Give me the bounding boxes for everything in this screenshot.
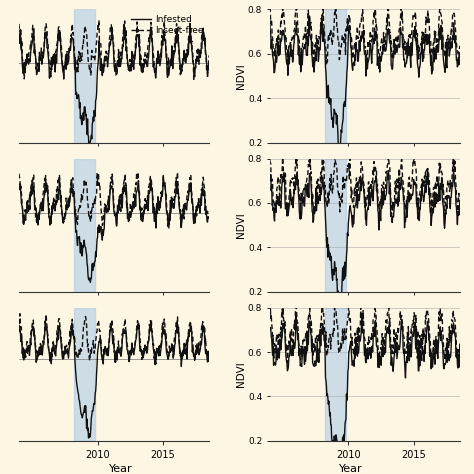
- Bar: [74, 9, 95, 143]
- Bar: [325, 159, 346, 292]
- Bar: [325, 308, 346, 441]
- Bar: [74, 308, 95, 441]
- Text: Year: Year: [339, 464, 363, 474]
- Y-axis label: NDVI: NDVI: [237, 212, 246, 238]
- Y-axis label: NDVI: NDVI: [237, 361, 246, 387]
- Legend: Infested, Insect-free: Infested, Insect-free: [130, 14, 204, 36]
- Y-axis label: NDVI: NDVI: [237, 63, 246, 89]
- Bar: [325, 9, 346, 143]
- Text: Year: Year: [109, 464, 133, 474]
- Bar: [74, 159, 95, 292]
